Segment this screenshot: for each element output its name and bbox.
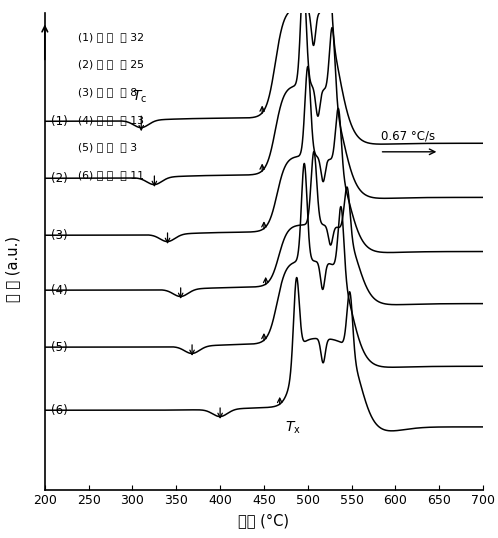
Text: (6) 对 比  例 11: (6) 对 比 例 11 [78,170,144,180]
Text: (4) 实 施  例 13: (4) 实 施 例 13 [78,115,144,125]
Text: (1) 实 施  例 32: (1) 实 施 例 32 [78,32,144,42]
Text: $\mathit{T}$$_\mathrm{x}$: $\mathit{T}$$_\mathrm{x}$ [285,420,301,436]
Text: 放 热 (a.u.): 放 热 (a.u.) [5,236,20,302]
Text: (6): (6) [51,404,68,417]
Text: (5): (5) [51,341,68,353]
Text: (4): (4) [51,284,68,296]
Text: 0.67 °C/s: 0.67 °C/s [380,130,435,143]
Text: (3) 实 施  例 8: (3) 实 施 例 8 [78,87,137,97]
Text: (5) 对 比  例 3: (5) 对 比 例 3 [78,143,137,152]
Text: (2): (2) [51,172,68,185]
Text: (1): (1) [51,115,68,128]
X-axis label: 温度 (°C): 温度 (°C) [239,513,289,528]
Text: $\mathit{T}$$_\mathrm{c}$: $\mathit{T}$$_\mathrm{c}$ [132,89,147,105]
Text: (3): (3) [51,229,68,242]
Text: (2) 实 施  例 25: (2) 实 施 例 25 [78,59,144,69]
